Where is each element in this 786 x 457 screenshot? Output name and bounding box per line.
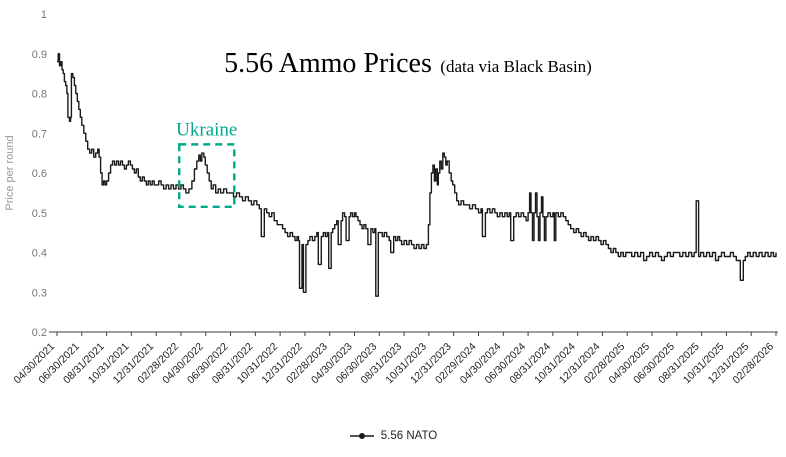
y-axis-tick-label: 0.2 [32, 327, 47, 339]
annotation-box [178, 143, 236, 208]
y-axis-tick-label: 0.5 [32, 208, 47, 220]
y-axis-tick-label: 0.3 [32, 287, 47, 299]
legend: 5.56 NATO [0, 430, 786, 442]
y-axis-tick-label: 0.8 [32, 89, 47, 101]
price-line [57, 53, 777, 297]
y-axis-title: Price per round [4, 135, 16, 210]
annotation-label: Ukraine [176, 119, 237, 140]
legend-line-marker-icon [349, 433, 374, 439]
y-axis-tick-label: 0.4 [32, 248, 47, 260]
y-axis-tick-label: 1 [41, 9, 47, 21]
y-axis-tick-label: 0.9 [32, 49, 47, 61]
y-axis-tick-label: 0.7 [32, 128, 47, 140]
legend-label: 5.56 NATO [380, 430, 438, 442]
y-axis-tick-label: 0.6 [32, 168, 47, 180]
